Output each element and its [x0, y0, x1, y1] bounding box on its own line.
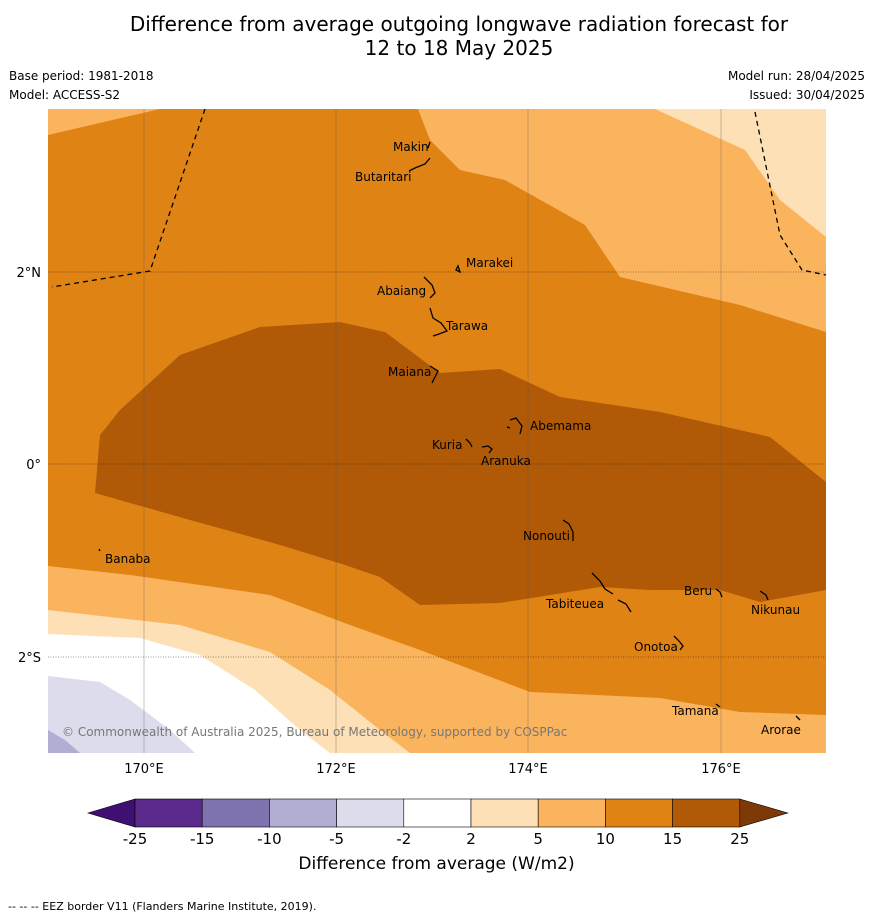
- colorbar-tick-label: 15: [663, 830, 682, 848]
- place-labels: Makin Butaritari Marakei Abaiang Tarawa …: [105, 140, 801, 737]
- colorbar: -25 -15 -10 -5 -2 2 5 10 15 25: [86, 798, 789, 848]
- colorbar-tick-label: 2: [466, 830, 476, 848]
- axis-labels: 170°E 172°E 174°E 176°E 2°N 0° 2°S: [17, 266, 741, 777]
- colorbar-tick-label: -5: [329, 830, 344, 848]
- contour-2-5-ne: [655, 109, 826, 237]
- meta-right: Model run: 28/04/2025 Issued: 30/04/2025: [728, 69, 865, 107]
- colorbar-extend-min: [86, 798, 136, 828]
- y-tick-label: 2°N: [17, 266, 42, 281]
- contour-5-10-nw: [48, 109, 160, 135]
- island-beru: [715, 588, 723, 598]
- colorbar-tick-label: -10: [257, 830, 282, 848]
- colorbar-tick-label: -15: [190, 830, 215, 848]
- model-name: Model: ACCESS-S2: [9, 88, 121, 102]
- island-abemama: [506, 417, 523, 435]
- colorbar-tick-label: -2: [396, 830, 411, 848]
- place-label: Kuria: [432, 438, 463, 452]
- eez-footnote: -- -- -- EEZ border V11 (Flanders Marine…: [8, 900, 317, 913]
- island-marakei: [455, 264, 462, 274]
- island-aranuka: [481, 445, 493, 454]
- contour-5-10-ne: [418, 109, 826, 332]
- island-arorae: [795, 715, 801, 721]
- colorbar-tick-label: 10: [596, 830, 615, 848]
- contour-15-25-core: [95, 322, 826, 605]
- island-maiana: [429, 365, 439, 384]
- colorbar-segment: [201, 798, 270, 828]
- place-label: Banaba: [105, 552, 151, 566]
- island-banaba: [98, 548, 101, 552]
- place-label: Tabiteuea: [545, 597, 604, 611]
- place-label: Makin: [393, 140, 429, 154]
- title-line-2: 12 to 18 May 2025: [364, 36, 554, 60]
- colorbar-segment: [403, 798, 472, 828]
- gridlines: [143, 109, 722, 753]
- colorbar-segment: [470, 798, 539, 828]
- place-label: Arorae: [761, 723, 801, 737]
- islands: [98, 141, 801, 721]
- eez-border: [51, 109, 826, 288]
- title-line-1: Difference from average outgoing longwav…: [129, 12, 789, 36]
- island-makin: [427, 141, 431, 149]
- colorbar-extend-max: [739, 798, 789, 828]
- y-tick-label: 2°S: [18, 651, 41, 666]
- place-label: Tamana: [671, 704, 719, 718]
- island-onotoa: [673, 635, 684, 651]
- colorbar-segment: [672, 798, 741, 828]
- meta-left: Base period: 1981-2018 Model: ACCESS-S2: [9, 69, 154, 107]
- island-butaritari: [408, 157, 431, 172]
- colorbar-label: Difference from average (W/m2): [298, 854, 575, 874]
- island-abaiang: [423, 276, 436, 299]
- colorbar-tick-label: -25: [123, 830, 148, 848]
- place-label: Nonouti: [523, 529, 570, 543]
- place-label: Aranuka: [481, 454, 531, 468]
- x-tick-label: 170°E: [124, 762, 164, 777]
- issued-date: Issued: 30/04/2025: [749, 88, 865, 102]
- place-label: Marakei: [466, 256, 513, 270]
- x-tick-label: 172°E: [316, 762, 356, 777]
- contour-neg2-neg5: [48, 676, 195, 753]
- copyright-notice: © Commonwealth of Australia 2025, Bureau…: [62, 725, 567, 739]
- colorbar-segment: [336, 798, 405, 828]
- map-title: Difference from average outgoing longwav…: [0, 12, 873, 60]
- contour-layer: Makin Butaritari Marakei Abaiang Tarawa …: [48, 109, 826, 753]
- model-run: Model run: 28/04/2025: [727, 69, 865, 83]
- place-label: Maiana: [388, 365, 431, 379]
- place-label: Nikunau: [751, 603, 800, 617]
- x-tick-label: 176°E: [701, 762, 741, 777]
- colorbar-segment: [134, 798, 203, 828]
- x-tick-label: 174°E: [508, 762, 548, 777]
- place-label: Tarawa: [445, 319, 488, 333]
- place-label: Onotoa: [634, 640, 678, 654]
- island-tarawa: [429, 307, 449, 337]
- island-tamana: [715, 703, 721, 708]
- place-label: Abemama: [530, 419, 591, 433]
- place-label: Butaritari: [355, 170, 412, 184]
- island-tabiteuea: [591, 572, 632, 613]
- colorbar-segment: [537, 798, 606, 828]
- island-kuria: [465, 438, 473, 448]
- colorbar-tick-label: 25: [730, 830, 749, 848]
- colorbar-tick-label: 5: [533, 830, 543, 848]
- colorbar-segment: [605, 798, 673, 828]
- place-label: Abaiang: [377, 284, 426, 298]
- island-nonouti: [562, 519, 574, 541]
- y-tick-label: 0°: [26, 458, 41, 473]
- place-label: Beru: [684, 584, 712, 598]
- base-period: Base period: 1981-2018: [9, 69, 154, 83]
- colorbar-segment: [269, 798, 337, 828]
- island-nikunau: [759, 590, 769, 601]
- contour-neg5-neg10: [48, 730, 80, 753]
- latitude-lines: [48, 271, 826, 658]
